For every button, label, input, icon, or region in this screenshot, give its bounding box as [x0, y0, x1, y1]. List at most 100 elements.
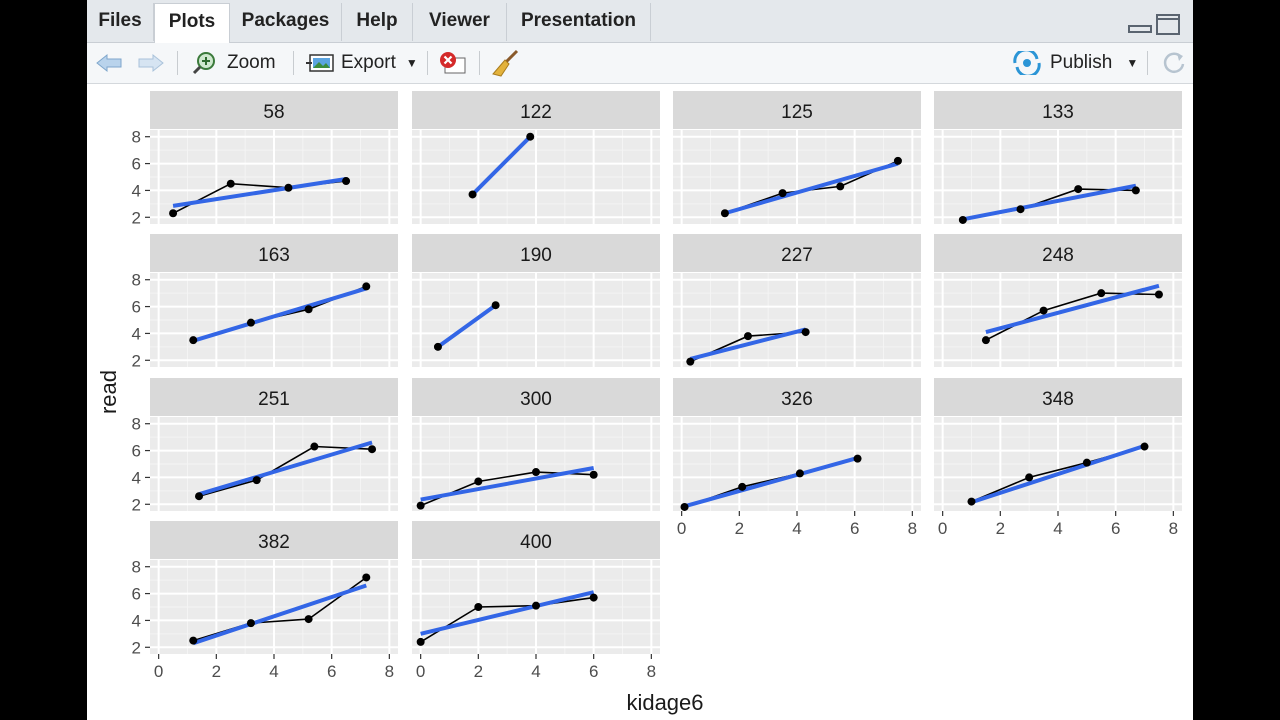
- data-point: [1074, 185, 1083, 194]
- facet-strip: [934, 234, 1182, 272]
- x-tick-label: 2: [996, 519, 1005, 538]
- data-point: [801, 328, 810, 337]
- facet-panel: 227: [673, 234, 921, 367]
- plots-pane: Files Plots Packages Help Viewer Present…: [87, 0, 1193, 720]
- publish-button[interactable]: Publish ▼: [1012, 47, 1138, 79]
- x-tick-label: 6: [327, 662, 336, 681]
- data-point: [310, 442, 319, 451]
- y-axis-title: read: [96, 370, 121, 414]
- refresh-icon: [1163, 52, 1185, 73]
- fit-line: [724, 161, 899, 216]
- export-image-icon: [306, 54, 334, 72]
- fit-line: [970, 443, 1146, 505]
- toolbar-divider: [1147, 51, 1148, 75]
- observed-line: [420, 596, 594, 643]
- toolbar-divider: [177, 51, 178, 75]
- x-tick-label: 4: [269, 662, 278, 681]
- data-point: [836, 182, 845, 191]
- x-tick-label: 4: [531, 662, 540, 681]
- facet-strip: [934, 91, 1182, 129]
- data-point: [491, 301, 500, 310]
- tab-packages[interactable]: Packages: [230, 3, 342, 41]
- zoom-button[interactable]: Zoom: [191, 47, 276, 79]
- data-point: [526, 132, 535, 141]
- data-point: [1097, 289, 1106, 298]
- forward-button[interactable]: [137, 47, 165, 79]
- facet-strip: [150, 378, 398, 416]
- tab-plots[interactable]: Plots: [154, 3, 230, 43]
- data-point: [589, 470, 598, 479]
- x-tick-label: 2: [212, 662, 221, 681]
- data-point: [362, 282, 371, 291]
- data-point: [433, 342, 442, 351]
- x-tick-label: 8: [1169, 519, 1178, 538]
- data-point: [468, 190, 477, 199]
- export-button[interactable]: Export ▼: [305, 47, 418, 79]
- y-tick-label: 6: [132, 298, 141, 317]
- x-tick-label: 0: [416, 662, 425, 681]
- fit-line: [683, 456, 859, 509]
- data-point: [252, 476, 261, 485]
- back-button[interactable]: [95, 47, 123, 79]
- facet-panel: 58 2 4 6 8: [132, 91, 398, 227]
- fit-line: [420, 590, 595, 636]
- tab-help[interactable]: Help: [342, 3, 413, 41]
- facet-panel: 348 0 2 4 6 8: [934, 378, 1182, 538]
- facet-panel: 163 2 4 6 8: [132, 234, 398, 370]
- publish-icon: [1013, 51, 1041, 75]
- remove-plot-button[interactable]: [437, 47, 469, 79]
- data-point: [1039, 306, 1048, 315]
- data-point: [246, 619, 255, 628]
- arrow-right-icon: [138, 53, 164, 73]
- facet-panel: 190: [412, 234, 660, 367]
- data-point: [189, 636, 198, 645]
- facet-panel: 400 0 2 4 6 8: [412, 521, 660, 681]
- facet-panel: 326 0 2 4 6 8: [673, 378, 921, 538]
- data-point: [795, 469, 804, 478]
- y-tick-label: 4: [132, 324, 141, 343]
- fit-line: [420, 466, 595, 502]
- data-point: [743, 332, 752, 341]
- refresh-button[interactable]: [1161, 47, 1187, 79]
- facet-strip: [673, 234, 921, 272]
- remove-plot-icon: [440, 52, 466, 74]
- data-point: [304, 615, 313, 624]
- y-tick-label: 8: [132, 415, 141, 434]
- data-point: [416, 501, 425, 510]
- data-point: [416, 637, 425, 646]
- fit-line: [192, 583, 367, 646]
- data-point: [246, 318, 255, 327]
- x-axis-title: kidage6: [626, 690, 703, 715]
- data-point: [226, 179, 235, 188]
- minimize-icon[interactable]: [1128, 25, 1152, 33]
- facet-strip-label: 58: [263, 102, 284, 123]
- fit-line: [985, 283, 1160, 335]
- data-point: [1082, 458, 1091, 467]
- facet-strip-label: 326: [781, 389, 813, 410]
- data-point: [738, 482, 747, 491]
- facet-strip: [673, 91, 921, 129]
- x-tick-label: 4: [1053, 519, 1062, 538]
- data-point: [342, 177, 351, 186]
- data-point: [1016, 205, 1025, 214]
- facet-strip-label: 248: [1042, 245, 1074, 266]
- data-point: [981, 336, 990, 345]
- data-point: [284, 183, 293, 192]
- tab-files[interactable]: Files: [87, 3, 154, 41]
- facet-strip: [934, 378, 1182, 416]
- tab-presentation[interactable]: Presentation: [507, 3, 651, 41]
- data-point: [853, 454, 862, 463]
- maximize-icon[interactable]: [1156, 14, 1180, 35]
- clear-plots-button[interactable]: [491, 47, 521, 79]
- data-point: [169, 209, 178, 218]
- facet-strip-label: 133: [1042, 102, 1074, 123]
- facet-strip-label: 251: [258, 389, 290, 410]
- facet-strip-label: 227: [781, 245, 813, 266]
- y-tick-label: 4: [132, 181, 141, 200]
- facet-strip: [412, 91, 660, 129]
- tab-viewer[interactable]: Viewer: [413, 3, 507, 41]
- x-tick-label: 6: [1111, 519, 1120, 538]
- facet-panel: 248: [934, 234, 1182, 367]
